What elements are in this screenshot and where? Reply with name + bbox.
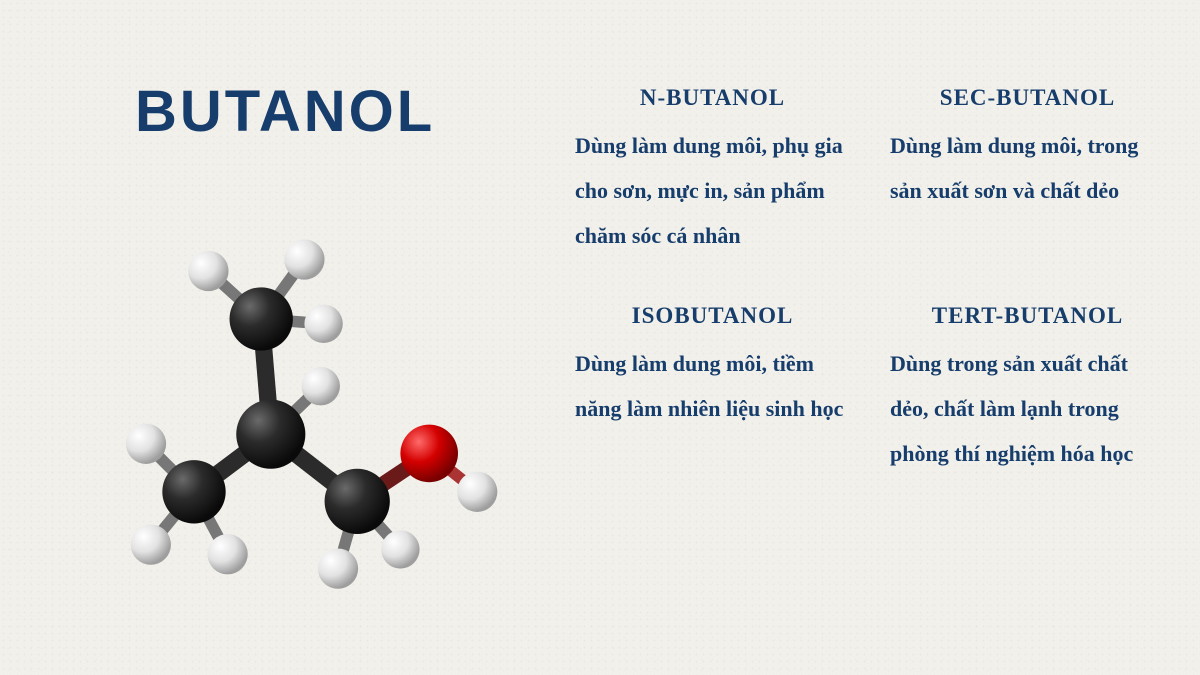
- h-atom: [318, 548, 358, 588]
- section-heading: ISOBUTANOL: [575, 303, 850, 329]
- page-title: BUTANOL: [135, 78, 435, 145]
- c-atom: [230, 287, 293, 350]
- info-grid: N-BUTANOL Dùng làm dung môi, phụ gia cho…: [575, 85, 1165, 477]
- c-atom: [236, 400, 305, 469]
- section-text: Dùng làm dung môi, trong sản xuất sơn và…: [890, 123, 1165, 213]
- section-n-butanol: N-BUTANOL Dùng làm dung môi, phụ gia cho…: [575, 85, 850, 258]
- c-atom: [325, 469, 390, 534]
- h-atom: [304, 305, 342, 343]
- section-text: Dùng trong sản xuất chất dẻo, chất làm l…: [890, 341, 1165, 476]
- section-sec-butanol: SEC-BUTANOL Dùng làm dung môi, trong sản…: [890, 85, 1165, 258]
- h-atom: [188, 251, 228, 291]
- h-atom: [126, 424, 166, 464]
- h-atom: [457, 472, 497, 512]
- o-atom: [400, 425, 458, 483]
- molecule-diagram: [50, 175, 530, 655]
- h-atom: [131, 524, 171, 564]
- h-atom: [207, 534, 247, 574]
- section-heading: TERT-BUTANOL: [890, 303, 1165, 329]
- c-atom: [162, 460, 225, 523]
- h-atom: [381, 530, 419, 568]
- section-text: Dùng làm dung môi, phụ gia cho sơn, mực …: [575, 123, 850, 258]
- h-atom: [284, 239, 324, 279]
- section-heading: N-BUTANOL: [575, 85, 850, 111]
- section-tert-butanol: TERT-BUTANOL Dùng trong sản xuất chất dẻ…: [890, 303, 1165, 476]
- section-text: Dùng làm dung môi, tiềm năng làm nhiên l…: [575, 341, 850, 431]
- h-atom: [302, 367, 340, 405]
- section-isobutanol: ISOBUTANOL Dùng làm dung môi, tiềm năng …: [575, 303, 850, 476]
- section-heading: SEC-BUTANOL: [890, 85, 1165, 111]
